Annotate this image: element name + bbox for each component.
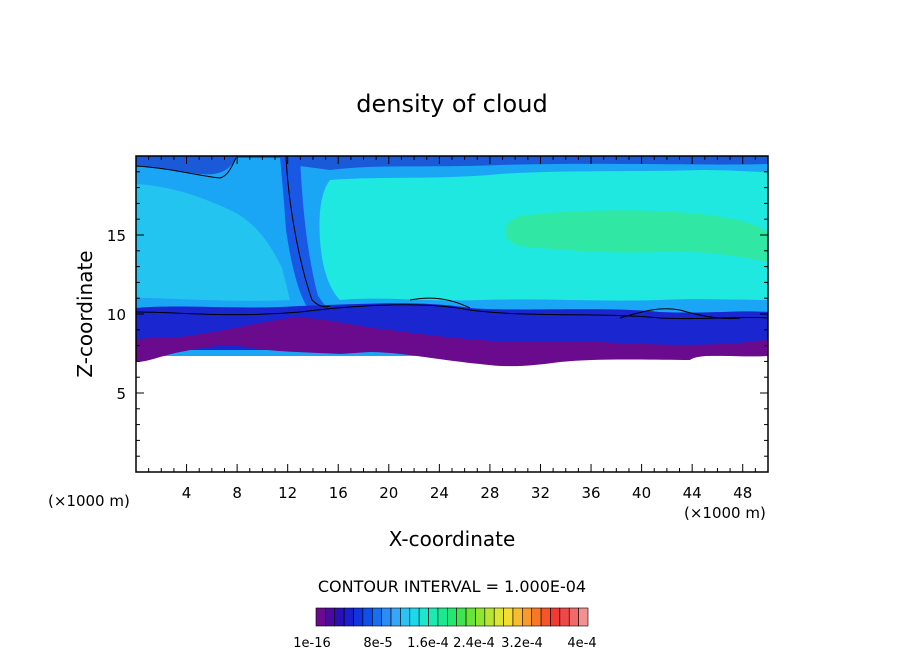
x-unit-right: (×1000 m) <box>684 504 766 522</box>
x-axis: 4 8 12 16 20 24 28 32 36 40 44 48 <box>148 156 756 502</box>
colorbar-swatch <box>362 607 373 627</box>
colorbar-swatch <box>493 607 504 627</box>
x-tick-label: 44 <box>683 484 702 502</box>
x-tick-label: 36 <box>581 484 600 502</box>
band-cyan-left <box>136 184 290 301</box>
colorbar-swatch <box>334 607 345 627</box>
colorbar-swatch <box>540 607 551 627</box>
contour-lines <box>136 156 768 320</box>
colorbar-swatch <box>437 607 448 627</box>
chart-title: density of cloud <box>356 90 547 118</box>
x-tick-label: 28 <box>480 484 499 502</box>
colorbar-swatch <box>475 607 486 627</box>
colorbar-swatch <box>447 607 457 627</box>
x-axis-label: X-coordinate <box>389 527 516 551</box>
colorbar-swatch <box>428 607 439 627</box>
colorbar-swatch <box>325 607 336 627</box>
y-tick-label: 10 <box>107 306 126 324</box>
colorbar-swatch <box>559 607 570 627</box>
band-violet <box>136 317 768 367</box>
x-tick-label: 4 <box>182 484 192 502</box>
colorbar-swatch <box>512 607 523 627</box>
contour-interval: CONTOUR INTERVAL = 1.000E-04 <box>318 577 586 596</box>
colorbar-swatch <box>353 607 364 627</box>
x-tick-label: 12 <box>278 484 297 502</box>
colorbar-swatch <box>484 607 495 627</box>
x-unit-left: (×1000 m) <box>48 492 130 510</box>
y-axis: 5 10 15 <box>107 171 768 457</box>
colorbar-swatch <box>315 607 326 627</box>
colorbar-tick-label: 3.2e-4 <box>501 636 543 651</box>
contour-field <box>136 156 768 367</box>
colorbar-swatch <box>568 607 579 627</box>
colorbar-tick-label: 4e-4 <box>567 636 596 651</box>
x-tick-label: 32 <box>531 484 550 502</box>
colorbar-swatch <box>371 607 382 627</box>
colorbar-swatch <box>550 607 561 627</box>
colorbar-swatch <box>503 607 514 627</box>
y-tick-label: 5 <box>116 385 126 403</box>
plume <box>280 156 330 314</box>
x-tick-label: 8 <box>232 484 242 502</box>
colorbar-tick-label: 8e-5 <box>363 636 392 651</box>
colorbar-swatch <box>381 607 392 627</box>
colorbar-swatch <box>531 607 542 627</box>
y-tick-label: 15 <box>107 227 126 245</box>
x-tick-label: 16 <box>329 484 348 502</box>
x-tick-label: 48 <box>733 484 752 502</box>
x-tick-label: 24 <box>430 484 449 502</box>
colorbar-swatch <box>578 607 589 627</box>
colorbar <box>315 607 589 627</box>
colorbar-swatch <box>418 607 429 627</box>
band-green <box>505 210 768 262</box>
colorbar-tick-label: 1.6e-4 <box>407 636 449 651</box>
colorbar-swatch <box>400 607 411 627</box>
colorbar-swatch <box>409 607 420 627</box>
colorbar-swatch <box>343 607 354 627</box>
colorbar-swatch <box>522 607 533 627</box>
x-tick-label: 20 <box>379 484 398 502</box>
colorbar-tick-label: 2.4e-4 <box>453 636 495 651</box>
colorbar-tick-label: 1e-16 <box>293 636 331 651</box>
colorbar-labels: 1e-16 8e-5 1.6e-4 2.4e-4 3.2e-4 4e-4 <box>293 636 596 651</box>
colorbar-swatch <box>456 607 467 627</box>
colorbar-swatch <box>390 607 401 627</box>
x-tick-label: 40 <box>632 484 651 502</box>
colorbar-swatch <box>465 607 476 627</box>
y-axis-label: Z-coordinate <box>73 250 97 377</box>
